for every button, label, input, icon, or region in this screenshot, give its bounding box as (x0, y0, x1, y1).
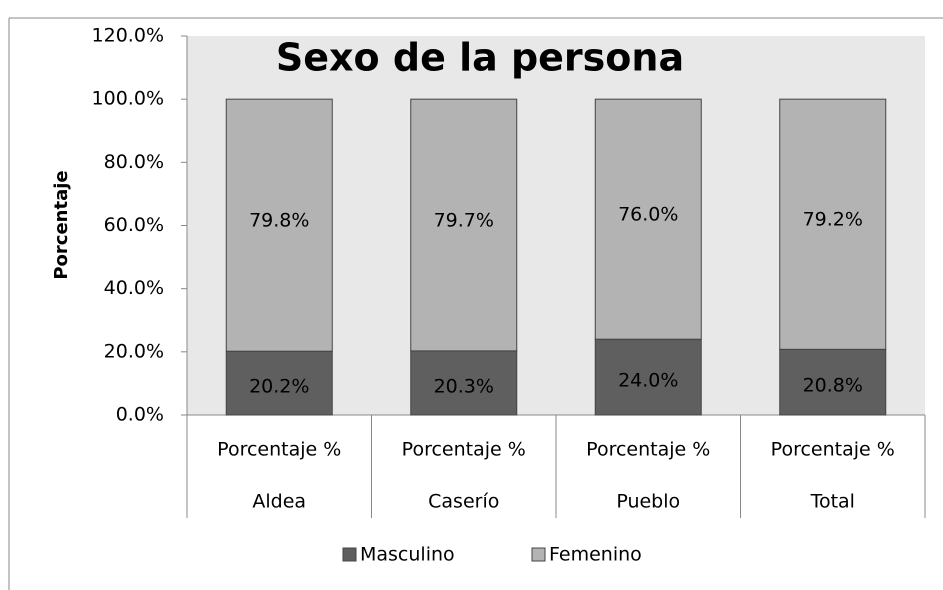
x-category-label: Total (810, 491, 855, 513)
y-tick-label: 80.0% (104, 151, 164, 173)
legend-swatch (342, 547, 357, 562)
chart-title: Sexo de la persona (276, 36, 684, 80)
bar-segment (594, 98, 702, 340)
x-category-label: Caserío (428, 491, 499, 513)
x-subcategory-label: Porcentaje % (586, 439, 710, 461)
y-tick-label: 40.0% (104, 277, 164, 299)
x-category-label: Pueblo (616, 491, 680, 513)
bar-segment (594, 338, 702, 416)
x-category-label: Aldea (252, 491, 306, 513)
data-label: 24.0% (618, 370, 678, 392)
bar-segment (779, 98, 887, 350)
data-label: 20.3% (434, 375, 494, 397)
y-tick-label: 20.0% (104, 340, 164, 362)
data-label: 79.7% (434, 210, 494, 232)
x-subcategory-label: Porcentaje % (771, 439, 895, 461)
y-axis-label: Porcentaje (51, 170, 72, 279)
data-label: 76.0% (618, 204, 678, 226)
bar-segment (410, 350, 518, 416)
y-tick-label: 0.0% (116, 404, 164, 426)
data-label: 79.8% (249, 210, 309, 232)
data-label: 79.2% (803, 209, 863, 231)
legend-swatch (531, 547, 546, 562)
x-subcategory-label: Porcentaje % (217, 439, 341, 461)
legend-label: Masculino (360, 544, 455, 566)
y-tick-label: 100.0% (92, 88, 164, 110)
y-tick-label: 120.0% (92, 25, 164, 47)
bar-segment (410, 98, 518, 352)
legend-label: Femenino (549, 544, 642, 566)
bar-segment (779, 348, 887, 416)
data-label: 20.8% (803, 375, 863, 397)
data-label: 20.2% (249, 376, 309, 398)
bar-segment (225, 98, 333, 352)
x-subcategory-label: Porcentaje % (402, 439, 526, 461)
y-tick-label: 60.0% (104, 214, 164, 236)
